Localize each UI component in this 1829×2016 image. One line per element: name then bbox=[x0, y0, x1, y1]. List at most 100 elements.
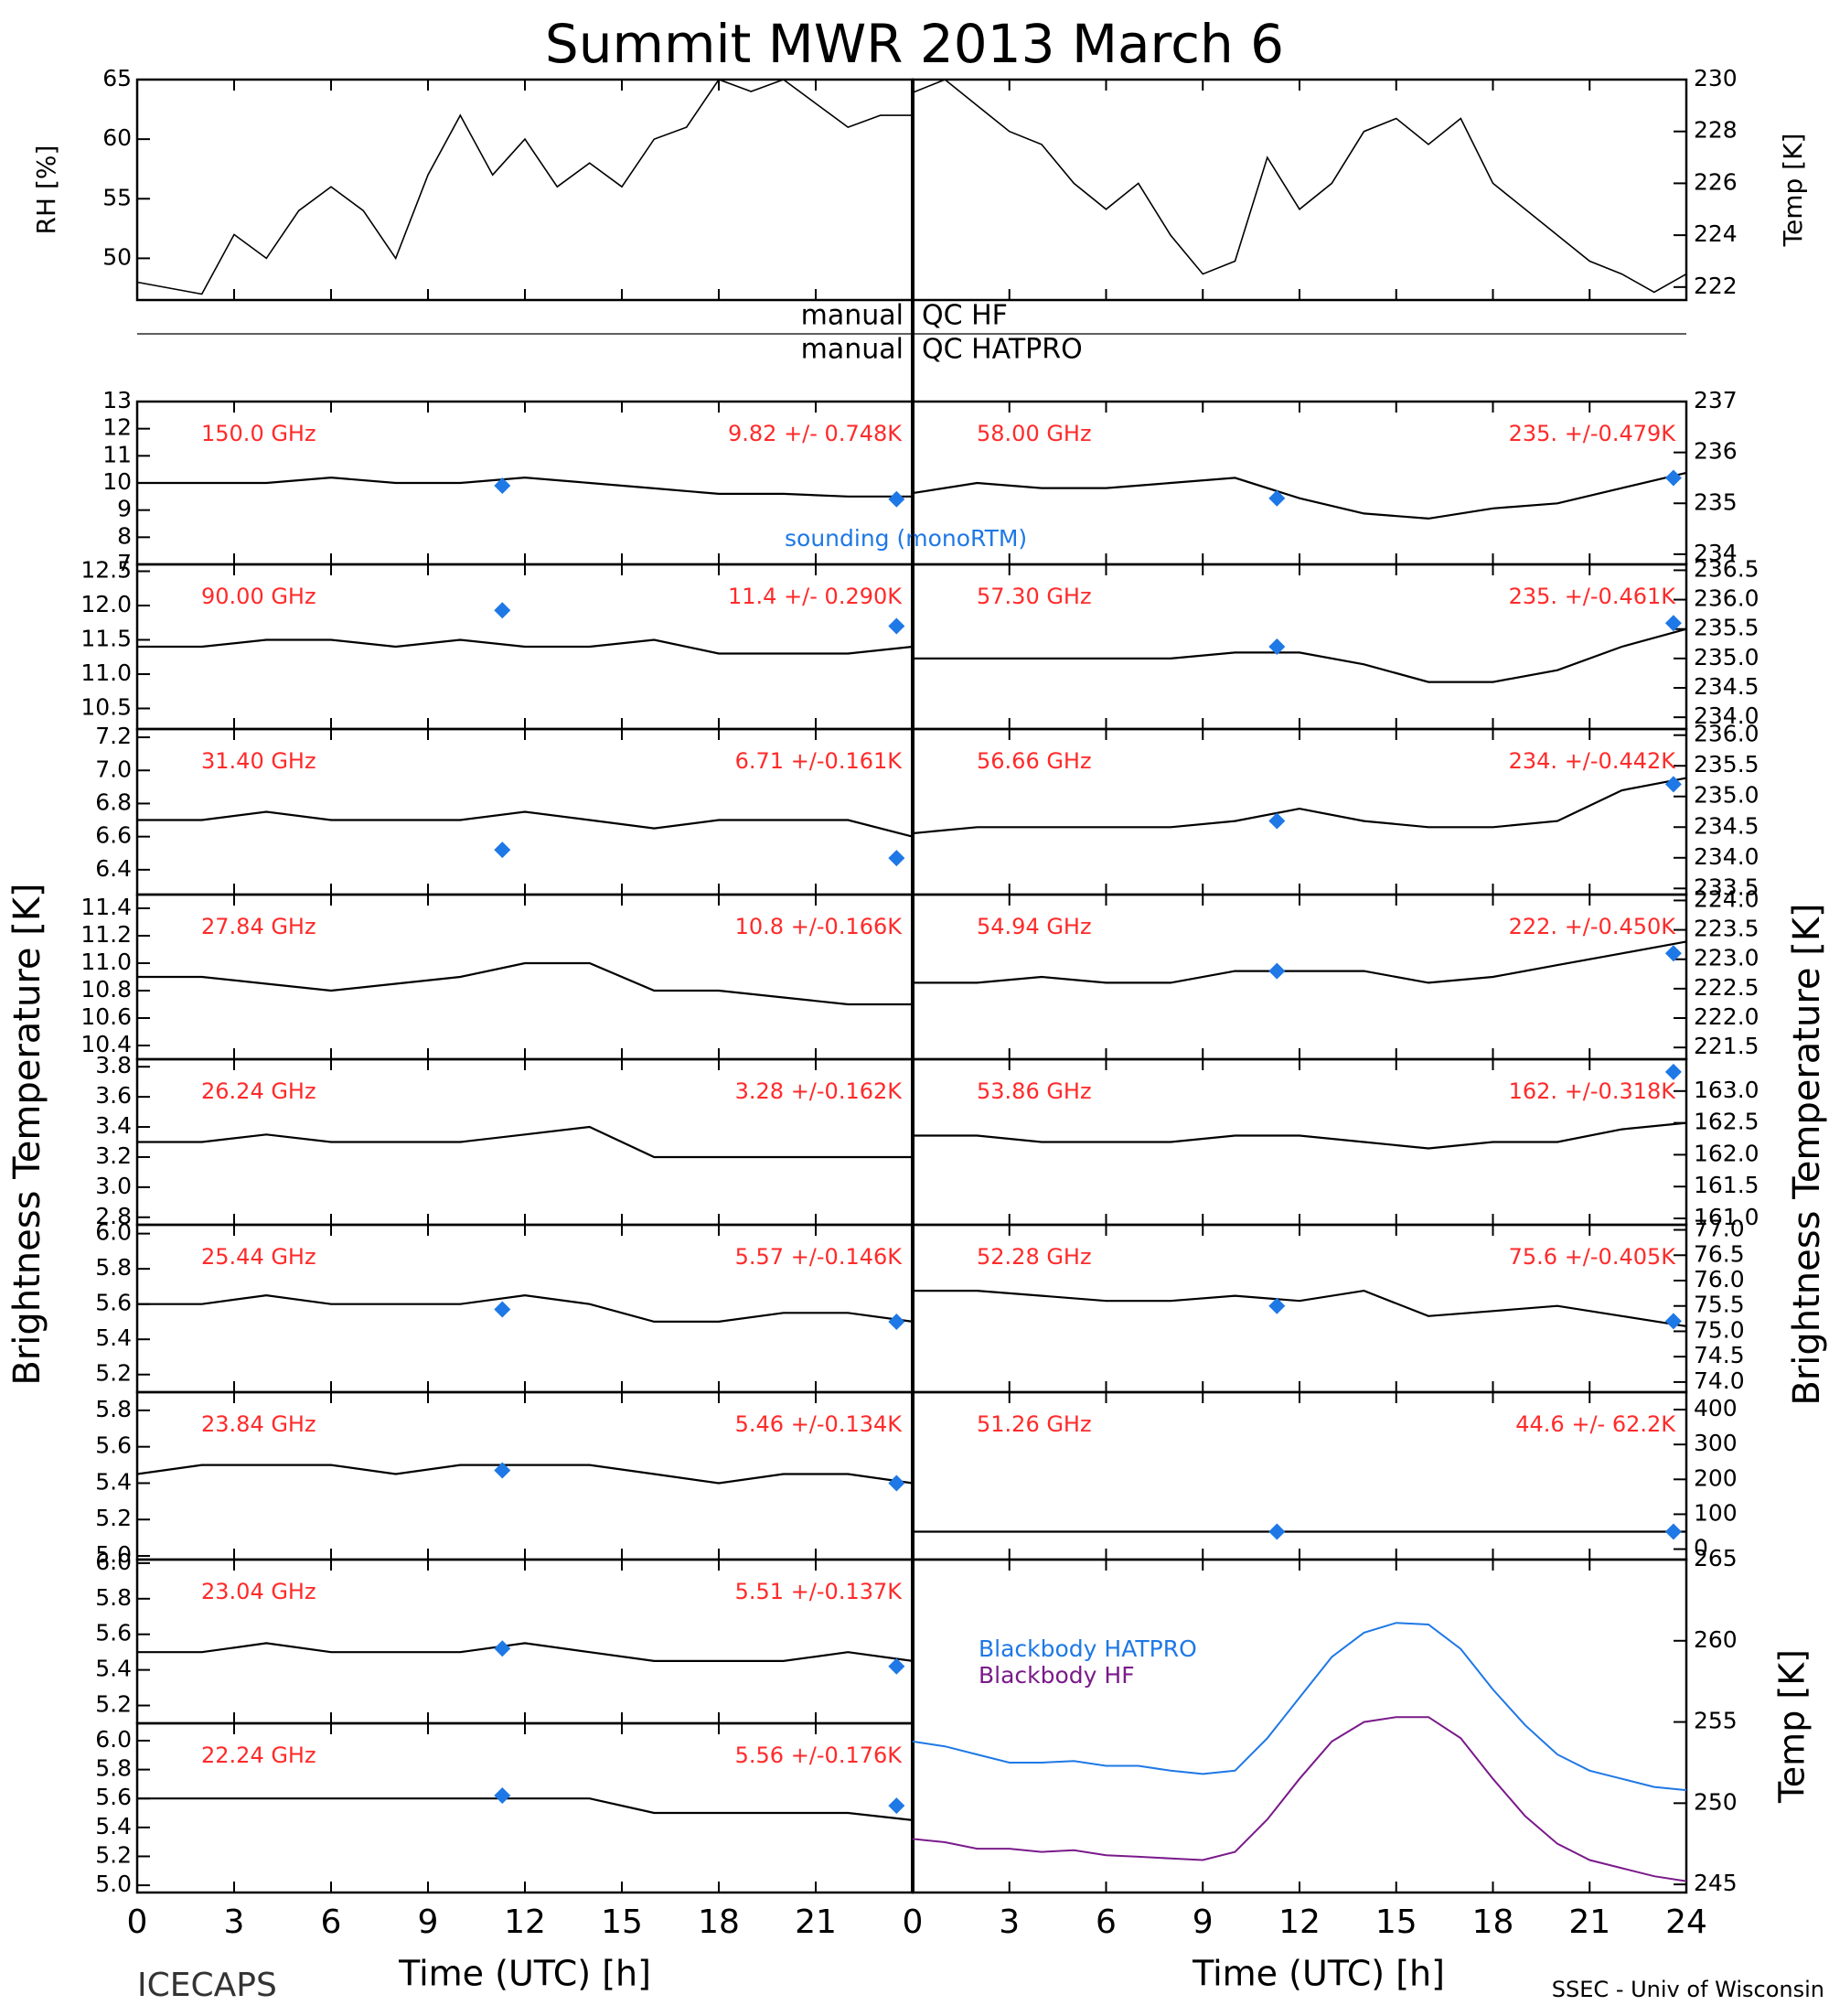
data-line bbox=[913, 627, 1687, 683]
y-tick-label: 55 bbox=[102, 184, 132, 210]
y-axis-label: RH [%] bbox=[31, 145, 61, 235]
channel-stats: 5.51 +/-0.137K bbox=[735, 1579, 904, 1604]
sounding-point bbox=[1268, 962, 1286, 980]
data-line bbox=[913, 1121, 1687, 1150]
y-tick-label: 65 bbox=[102, 65, 132, 91]
channel-stats: 11.4 +/- 0.290K bbox=[728, 584, 903, 609]
channel-label: 23.84 GHz bbox=[201, 1411, 316, 1437]
panel-frame bbox=[911, 78, 1688, 302]
y-tick-label: 12.5 bbox=[80, 557, 132, 584]
data-line bbox=[912, 79, 1687, 294]
y-tick-label: 10.6 bbox=[80, 1003, 132, 1030]
channel-stats: 5.46 +/-0.134K bbox=[735, 1411, 904, 1437]
channel-label: 51.26 GHz bbox=[977, 1411, 1092, 1437]
y-tick-label: 5.0 bbox=[95, 1871, 132, 1897]
y-tick-label: 12 bbox=[102, 414, 132, 441]
y-axis-label: Brightness Temperature [K] bbox=[1786, 903, 1828, 1405]
y-tick-label: 76.0 bbox=[1694, 1266, 1745, 1292]
channel-label: 26.24 GHz bbox=[201, 1078, 316, 1104]
y-axis-label: Temp [K] bbox=[1772, 1649, 1813, 1804]
channel-label: 53.86 GHz bbox=[977, 1078, 1092, 1104]
channel-label: 58.00 GHz bbox=[977, 421, 1092, 446]
y-tick-label: 74.5 bbox=[1694, 1342, 1745, 1368]
y-tick-label: 255 bbox=[1694, 1708, 1738, 1734]
data-line bbox=[137, 961, 913, 1006]
panel-frame bbox=[911, 1558, 1688, 1894]
y-tick-label: 5.2 bbox=[95, 1691, 132, 1718]
x-tick-label: 0 bbox=[903, 1903, 924, 1941]
y-tick-label: 234.5 bbox=[1694, 673, 1759, 700]
y-tick-label: 75.0 bbox=[1694, 1316, 1745, 1343]
data-line bbox=[912, 471, 1687, 520]
x-tick-label: 15 bbox=[601, 1903, 643, 1941]
y-tick-label: 233.5 bbox=[1694, 874, 1759, 900]
y-tick-label: 5.0 bbox=[95, 1541, 132, 1568]
y-tick-label: 230 bbox=[1694, 65, 1738, 91]
y-tick-label: 260 bbox=[1694, 1626, 1738, 1653]
y-tick-label: 222 bbox=[1694, 273, 1738, 299]
y-tick-label: 223.5 bbox=[1694, 916, 1759, 942]
y-tick-label: 11.0 bbox=[80, 659, 132, 686]
sounding-point bbox=[1268, 1523, 1286, 1540]
y-tick-label: 2.8 bbox=[95, 1203, 132, 1229]
data-line bbox=[137, 1797, 914, 1821]
y-tick-label: 245 bbox=[1694, 1870, 1738, 1896]
y-tick-label: 6.8 bbox=[95, 788, 132, 815]
sounding-point bbox=[1664, 1523, 1682, 1540]
y-tick-label: 235.5 bbox=[1694, 751, 1759, 777]
y-tick-label: 5.6 bbox=[95, 1784, 132, 1810]
sounding-point bbox=[888, 850, 905, 867]
x-tick-label: 12 bbox=[504, 1903, 546, 1941]
sounding-point bbox=[494, 1462, 511, 1479]
sounding-point bbox=[888, 1797, 905, 1815]
data-line bbox=[912, 1622, 1687, 1792]
y-tick-label: 5.8 bbox=[95, 1396, 132, 1422]
y-tick-label: 10.5 bbox=[80, 694, 132, 721]
channel-stats: 6.71 +/-0.161K bbox=[735, 748, 904, 774]
y-tick-label: 5.8 bbox=[95, 1584, 132, 1611]
y-tick-label: 223.0 bbox=[1694, 945, 1759, 971]
y-tick-label: 221.5 bbox=[1694, 1033, 1759, 1059]
data-line bbox=[137, 1125, 913, 1159]
y-tick-label: 50 bbox=[102, 243, 132, 270]
y-tick-label: 236 bbox=[1694, 438, 1738, 465]
qc-label: manual bbox=[801, 334, 904, 366]
y-tick-label: 7.0 bbox=[95, 756, 132, 782]
panel-frame bbox=[135, 78, 914, 302]
footer: SSEC - Univ of Wisconsin bbox=[1552, 1977, 1824, 2002]
y-tick-label: 236.0 bbox=[1694, 585, 1759, 612]
y-tick-label: 3.4 bbox=[95, 1112, 132, 1139]
y-tick-label: 300 bbox=[1694, 1430, 1738, 1456]
y-tick-label: 3.0 bbox=[95, 1173, 132, 1199]
y-tick-label: 9 bbox=[117, 496, 132, 522]
y-tick-label: 162.5 bbox=[1694, 1109, 1759, 1135]
data-line bbox=[913, 1289, 1687, 1327]
y-tick-label: 3.8 bbox=[95, 1052, 132, 1078]
sounding-point bbox=[1268, 1297, 1286, 1314]
y-tick-label: 5.6 bbox=[95, 1432, 132, 1459]
channel-stats: 5.57 +/-0.146K bbox=[735, 1244, 904, 1270]
x-tick-label: 15 bbox=[1375, 1903, 1417, 1941]
y-tick-label: 235.5 bbox=[1694, 615, 1759, 641]
channel-label: 25.44 GHz bbox=[201, 1244, 316, 1270]
y-tick-label: 11.5 bbox=[80, 626, 132, 652]
sounding-point bbox=[888, 1474, 905, 1492]
x-tick-label: 3 bbox=[999, 1903, 1020, 1941]
sounding-point bbox=[1664, 945, 1682, 962]
y-tick-label: 6.0 bbox=[95, 1549, 132, 1575]
x-tick-label: 24 bbox=[1665, 1903, 1707, 1941]
y-tick-label: 5.4 bbox=[95, 1324, 132, 1351]
y-tick-label: 235.0 bbox=[1694, 644, 1759, 670]
y-tick-label: 77.0 bbox=[1694, 1216, 1745, 1242]
x-tick-label: 9 bbox=[1193, 1903, 1214, 1941]
channel-stats: 235. +/-0.479K bbox=[1509, 421, 1677, 446]
sounding-point bbox=[1268, 489, 1286, 507]
sounding-point bbox=[888, 490, 905, 508]
sounding-point bbox=[494, 842, 511, 859]
y-tick-label: 5.2 bbox=[95, 1505, 132, 1531]
channel-stats: 234. +/-0.442K bbox=[1509, 748, 1677, 774]
qc-label: QC HF bbox=[922, 300, 1008, 332]
channel-stats: 5.56 +/-0.176K bbox=[735, 1743, 904, 1768]
x-tick-label: 6 bbox=[1096, 1903, 1117, 1941]
sounding-point bbox=[1664, 469, 1682, 487]
